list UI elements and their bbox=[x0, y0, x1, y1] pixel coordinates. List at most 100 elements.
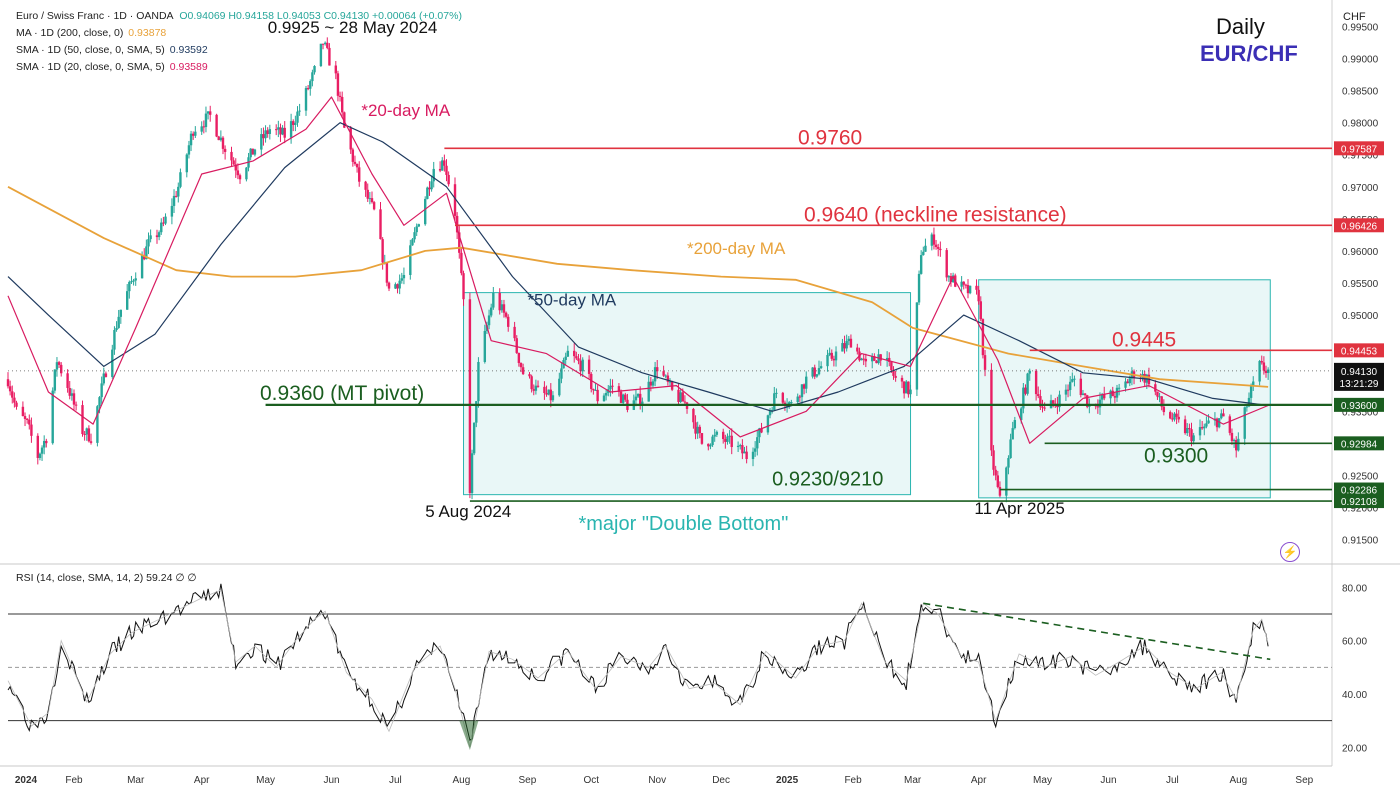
candle-body bbox=[15, 402, 18, 407]
candle-body bbox=[381, 239, 384, 263]
candle-body bbox=[602, 395, 606, 402]
candle-body bbox=[641, 401, 644, 406]
candle-body bbox=[1034, 370, 1038, 395]
candle-body bbox=[966, 285, 970, 294]
candle-body bbox=[977, 289, 980, 302]
candle-body bbox=[230, 151, 233, 161]
candle-body bbox=[81, 405, 84, 435]
level-label: 0.9300 bbox=[1144, 444, 1208, 467]
candle-body bbox=[1051, 400, 1055, 404]
ma200-line bbox=[7, 186, 1269, 388]
candle-body bbox=[162, 222, 165, 224]
candle-body bbox=[11, 391, 14, 398]
candle-body bbox=[87, 428, 91, 442]
x-tick-label: Mar bbox=[127, 775, 145, 786]
candle-body bbox=[996, 475, 1000, 487]
y-tick-label: 0.98000 bbox=[1342, 119, 1379, 130]
candle-body bbox=[1109, 390, 1112, 399]
candle-body bbox=[573, 350, 576, 357]
candle-body bbox=[890, 361, 893, 371]
candle-body bbox=[185, 154, 189, 173]
currency-label: CHF bbox=[1343, 11, 1366, 23]
candle-body bbox=[42, 440, 46, 448]
candle-body bbox=[577, 358, 580, 361]
candle-body bbox=[756, 437, 759, 449]
candle-body bbox=[1207, 420, 1210, 424]
candle-body bbox=[30, 424, 33, 436]
candle-body bbox=[223, 148, 227, 152]
candle-body bbox=[960, 281, 963, 287]
candle-body bbox=[289, 121, 293, 138]
rsi-y-tick-label: 80.00 bbox=[1342, 583, 1367, 594]
candle-body bbox=[217, 136, 220, 141]
price-tag bbox=[1334, 494, 1384, 509]
candle-body bbox=[1128, 378, 1131, 384]
candle-body bbox=[962, 281, 965, 285]
candle-body bbox=[13, 397, 16, 403]
price-tag bbox=[1334, 436, 1384, 451]
candle-body bbox=[832, 358, 836, 361]
candle-body bbox=[937, 247, 940, 249]
candle-body bbox=[251, 148, 254, 155]
candle-body bbox=[700, 433, 704, 444]
candle-body bbox=[517, 352, 521, 364]
candle-body bbox=[36, 435, 40, 458]
candle-body bbox=[636, 393, 640, 397]
candle-body bbox=[115, 327, 118, 330]
candle-body bbox=[1188, 428, 1191, 430]
legend-ohlc: O0.94069 H0.94158 L0.94053 C0.94130 +0.0… bbox=[179, 10, 462, 22]
candle-body bbox=[1245, 406, 1249, 408]
level-label: 0.9760 bbox=[798, 126, 862, 149]
candle-body bbox=[802, 384, 806, 389]
candle-body bbox=[758, 428, 761, 438]
candle-body bbox=[477, 361, 480, 402]
candle-body bbox=[611, 385, 614, 387]
candle-body bbox=[281, 127, 284, 135]
candle-body bbox=[664, 375, 667, 377]
pair-title: EUR/CHF bbox=[1200, 41, 1298, 66]
candle-body bbox=[924, 245, 927, 252]
candle-body bbox=[581, 359, 584, 372]
candle-body bbox=[500, 304, 504, 311]
candle-body bbox=[400, 278, 403, 281]
candle-body bbox=[753, 448, 757, 452]
candle-body bbox=[53, 369, 57, 391]
legend-ma200-label: MA · 1D (200, close, 0) bbox=[16, 27, 124, 39]
candle-body bbox=[679, 392, 682, 402]
candle-body bbox=[1198, 427, 1202, 436]
candle-body bbox=[306, 88, 310, 90]
candle-body bbox=[604, 392, 608, 396]
candle-body bbox=[194, 131, 197, 136]
lightning-icon[interactable]: ⚡ bbox=[1280, 542, 1300, 562]
candle-body bbox=[417, 224, 421, 227]
y-tick-label: 0.97000 bbox=[1342, 183, 1379, 194]
candle-body bbox=[100, 383, 103, 398]
candle-body bbox=[917, 273, 921, 303]
candle-body bbox=[534, 385, 538, 391]
candle-body bbox=[790, 402, 793, 404]
candle-body bbox=[160, 222, 163, 233]
candle-body bbox=[507, 316, 510, 327]
x-tick-label: Apr bbox=[194, 775, 210, 786]
y-tick-label: 0.91500 bbox=[1342, 536, 1379, 547]
candle-body bbox=[1222, 413, 1225, 417]
rsi-legend: RSI (14, close, SMA, 14, 2) 59.24 ∅ ∅ bbox=[16, 572, 197, 584]
candle-body bbox=[1249, 386, 1253, 398]
candle-body bbox=[309, 81, 312, 89]
candle-body bbox=[656, 367, 659, 372]
candle-body bbox=[191, 133, 195, 136]
candle-body bbox=[130, 281, 133, 283]
timeframe-title: Daily bbox=[1216, 14, 1265, 39]
candle-body bbox=[715, 431, 719, 435]
candle-body bbox=[998, 486, 1002, 496]
price-tag-label: 0.93600 bbox=[1341, 401, 1378, 412]
candle-body bbox=[547, 389, 550, 395]
candle-body bbox=[275, 129, 278, 131]
candle-body bbox=[592, 388, 595, 391]
candle-body bbox=[145, 246, 148, 260]
candle-body bbox=[394, 284, 397, 289]
y-tick-label: 0.92500 bbox=[1342, 471, 1379, 482]
candle-body bbox=[694, 422, 697, 434]
y-tick-label: 0.95500 bbox=[1342, 279, 1379, 290]
